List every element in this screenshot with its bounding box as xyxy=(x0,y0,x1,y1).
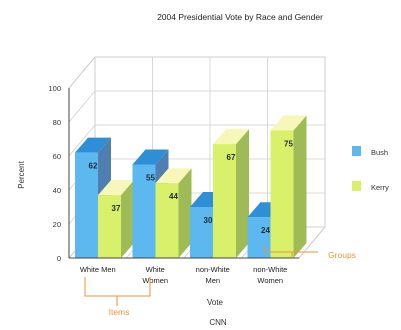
x-tick-label-line2: Women xyxy=(257,276,283,285)
legend: Bush Kerry xyxy=(352,146,389,192)
bar-side xyxy=(293,115,307,258)
data-label: 67 xyxy=(227,153,236,162)
bars: 62 37 55 44 30 67 24 75 xyxy=(75,115,307,258)
grid-line xyxy=(68,56,325,89)
legend-label-kerry: Kerry xyxy=(371,183,389,192)
data-label: 55 xyxy=(146,174,155,183)
bar-kerry xyxy=(155,183,179,258)
floor-divider xyxy=(298,226,326,259)
bar-top xyxy=(132,149,169,165)
bar-side xyxy=(121,180,134,258)
y-tick-label: 60 xyxy=(53,152,61,161)
bar-top xyxy=(213,129,249,145)
bar-top xyxy=(155,168,192,184)
bar-bush xyxy=(132,164,156,258)
items-bracket xyxy=(84,277,151,306)
bar-kerry xyxy=(213,144,236,258)
source-caption: CNN xyxy=(209,318,227,327)
items-label: Items xyxy=(109,307,130,317)
data-label: 44 xyxy=(169,192,178,201)
groups-label: Groups xyxy=(328,250,356,260)
y-tick-label: 40 xyxy=(53,186,61,195)
data-label: 75 xyxy=(284,140,293,149)
bar-top xyxy=(98,180,134,196)
annotation-groups: Groups xyxy=(264,245,356,260)
data-label: 24 xyxy=(261,226,270,235)
bar-top xyxy=(75,137,111,153)
bar-side xyxy=(178,168,192,258)
x-axis-label: Vote xyxy=(207,298,224,307)
x-tick-label: White Men xyxy=(80,265,116,274)
x-tick-label: non-White xyxy=(253,265,287,274)
y-axis-label: Percent xyxy=(17,160,26,188)
bar-top xyxy=(270,115,307,131)
x-tick-label-line2: Women xyxy=(142,276,168,285)
x-tick-label-line2: Men xyxy=(205,276,220,285)
y-tick-label: 0 xyxy=(57,254,61,263)
chart-title: 2004 Presidential Vote by Race and Gende… xyxy=(157,12,323,22)
bar-kerry xyxy=(98,195,121,258)
data-label: 62 xyxy=(89,162,98,171)
bar-kerry xyxy=(270,130,294,258)
x-tick-label: non-White xyxy=(196,265,230,274)
bar-bush xyxy=(190,207,213,258)
legend-swatch-bush xyxy=(352,146,361,156)
bar-side xyxy=(236,129,249,258)
data-label: 30 xyxy=(204,216,213,225)
annotation-items: Items xyxy=(84,277,151,317)
bar-bush xyxy=(75,152,98,258)
data-label: 37 xyxy=(112,204,121,213)
y-tick-label: 100 xyxy=(48,84,61,93)
x-tick-label: White xyxy=(146,265,165,274)
legend-label-bush: Bush xyxy=(371,148,388,157)
groups-bracket xyxy=(264,245,318,259)
legend-swatch-kerry xyxy=(352,181,361,191)
y-tick-label: 80 xyxy=(53,118,61,127)
y-tick-label: 20 xyxy=(53,220,61,229)
axes: 0 20 40 60 80 100 White Men White Women non-White… xyxy=(48,84,299,285)
